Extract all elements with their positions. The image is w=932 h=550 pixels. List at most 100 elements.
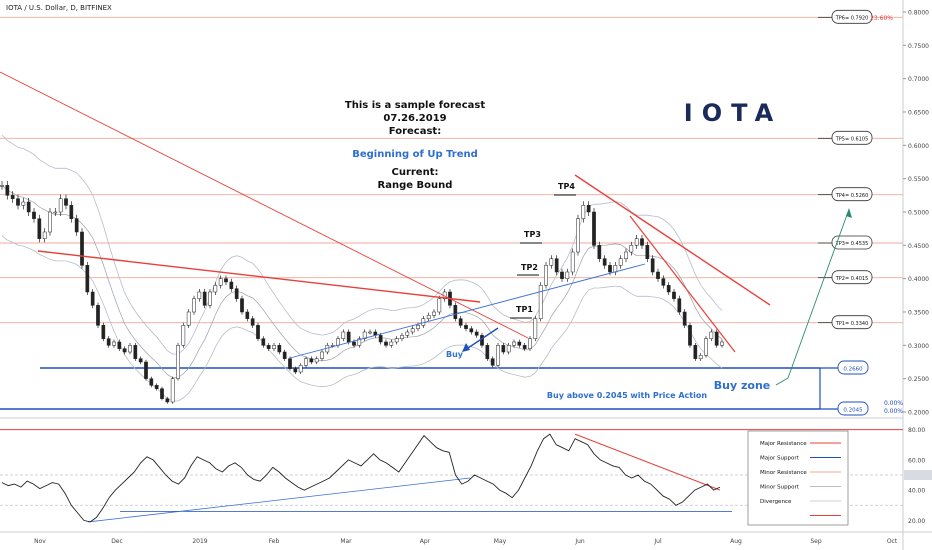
candle-body (682, 311, 687, 326)
candle-body (410, 328, 415, 333)
candle-body (304, 358, 308, 366)
candle-body (501, 345, 506, 353)
current-value: Range Bound (378, 180, 453, 191)
candle-body (128, 345, 132, 353)
symbol-title: IOTA (684, 99, 782, 127)
zero-pct-label: 0.00% (884, 408, 903, 415)
candle-body (544, 265, 548, 286)
x-tick-label: Jul (653, 538, 662, 545)
candle-body (16, 198, 20, 206)
candle-body (58, 198, 63, 213)
candle-body (389, 341, 394, 346)
candle-body (485, 345, 490, 359)
candle-body (282, 351, 287, 359)
candle-body (96, 305, 100, 326)
legend-item-label: Minor Support (760, 485, 800, 491)
candle-body (250, 318, 255, 326)
x-tick-label: Dec (111, 538, 123, 545)
resistance-trendline-upper (574, 174, 771, 306)
candle-body (192, 298, 196, 313)
rsi-y-tick-label: 20.00 (908, 518, 925, 525)
candle-body (261, 338, 266, 346)
candle-body (464, 325, 468, 329)
y-tick-label: 0.3500 (908, 310, 929, 317)
x-tick-label: Jun (574, 538, 585, 545)
candle-body (10, 195, 15, 199)
x-tick-label: Oct (887, 538, 898, 545)
candle-body (154, 385, 159, 389)
candle-body (245, 311, 250, 319)
candle-body (400, 335, 404, 339)
candle-body (506, 345, 511, 353)
candle-body (672, 291, 676, 299)
candle-body (176, 345, 180, 379)
candle-body (80, 231, 84, 266)
candle-body (149, 378, 154, 386)
candle-body (608, 265, 612, 273)
candle-body (117, 341, 122, 349)
candle-body (416, 325, 420, 329)
forecast-title: This is a sample forecast (345, 100, 485, 111)
candle-body (224, 278, 228, 283)
tp-marker-label: TP1 (516, 305, 533, 314)
rsi-line (1, 433, 721, 523)
candle-body (341, 331, 346, 339)
candle-body (405, 331, 410, 336)
candle-body (133, 345, 138, 359)
candle-body (293, 368, 298, 373)
legend-item-label: Divergence (760, 499, 792, 505)
candle-body (336, 338, 340, 346)
upper-band-line (1, 134, 723, 355)
candle-body (437, 298, 442, 313)
candle-body (122, 348, 127, 353)
tp-level-label: TP2= 0.4015 (835, 276, 869, 282)
resistance-trendline-major (37, 250, 481, 303)
candle-body (288, 358, 292, 369)
tp-level-label: TP5= 0.6105 (835, 137, 869, 143)
tp-level-tag (831, 235, 873, 250)
candle-body (469, 328, 474, 333)
candle-body (432, 311, 436, 316)
support-level-label: 0.2045 (843, 408, 863, 414)
candle-body (298, 365, 303, 373)
candle-body (277, 345, 282, 353)
y-tick-label: 0.6500 (908, 110, 929, 117)
tp-level-label: TP1= 0.3340 (835, 321, 869, 327)
candle-body (517, 341, 522, 346)
y-tick-label: 0.2500 (908, 376, 929, 383)
candle-body (640, 238, 644, 246)
candle-body (618, 258, 623, 266)
candle-body (256, 325, 260, 339)
candle-body (346, 331, 351, 343)
tp-level-label: TP6= 0.7920 (835, 16, 869, 22)
x-tick-label: 2019 (192, 538, 207, 545)
candle-body (629, 245, 634, 253)
buy-zone-label: Buy zone (714, 379, 770, 392)
resistance-trendline-long (0, 71, 529, 339)
candle-body (234, 288, 239, 299)
y-tick-label: 0.8000 (908, 10, 929, 17)
candle-body (309, 358, 314, 363)
candle-body (394, 338, 399, 343)
support-level-label: 0.2660 (843, 367, 863, 373)
candle-body (101, 325, 106, 339)
candle-body (170, 378, 175, 403)
candle-body (165, 398, 170, 403)
candle-body (458, 318, 463, 326)
candle-body (560, 271, 564, 279)
buy-arrow-head (462, 343, 470, 352)
candle-body (656, 271, 660, 279)
candle-body (490, 358, 495, 366)
forecast-arrow-head (846, 208, 852, 218)
candle-body (37, 218, 42, 239)
y-tick-label: 0.4500 (908, 243, 929, 250)
candle-body (512, 341, 516, 346)
zero-pct-label: 0.00% (884, 400, 903, 407)
candle-body (602, 258, 607, 266)
candle-body (74, 218, 79, 233)
candle-body (576, 218, 580, 253)
current-label: Current: (391, 167, 438, 178)
y-tick-label: 0.3000 (908, 343, 929, 350)
candle-body (453, 305, 458, 319)
